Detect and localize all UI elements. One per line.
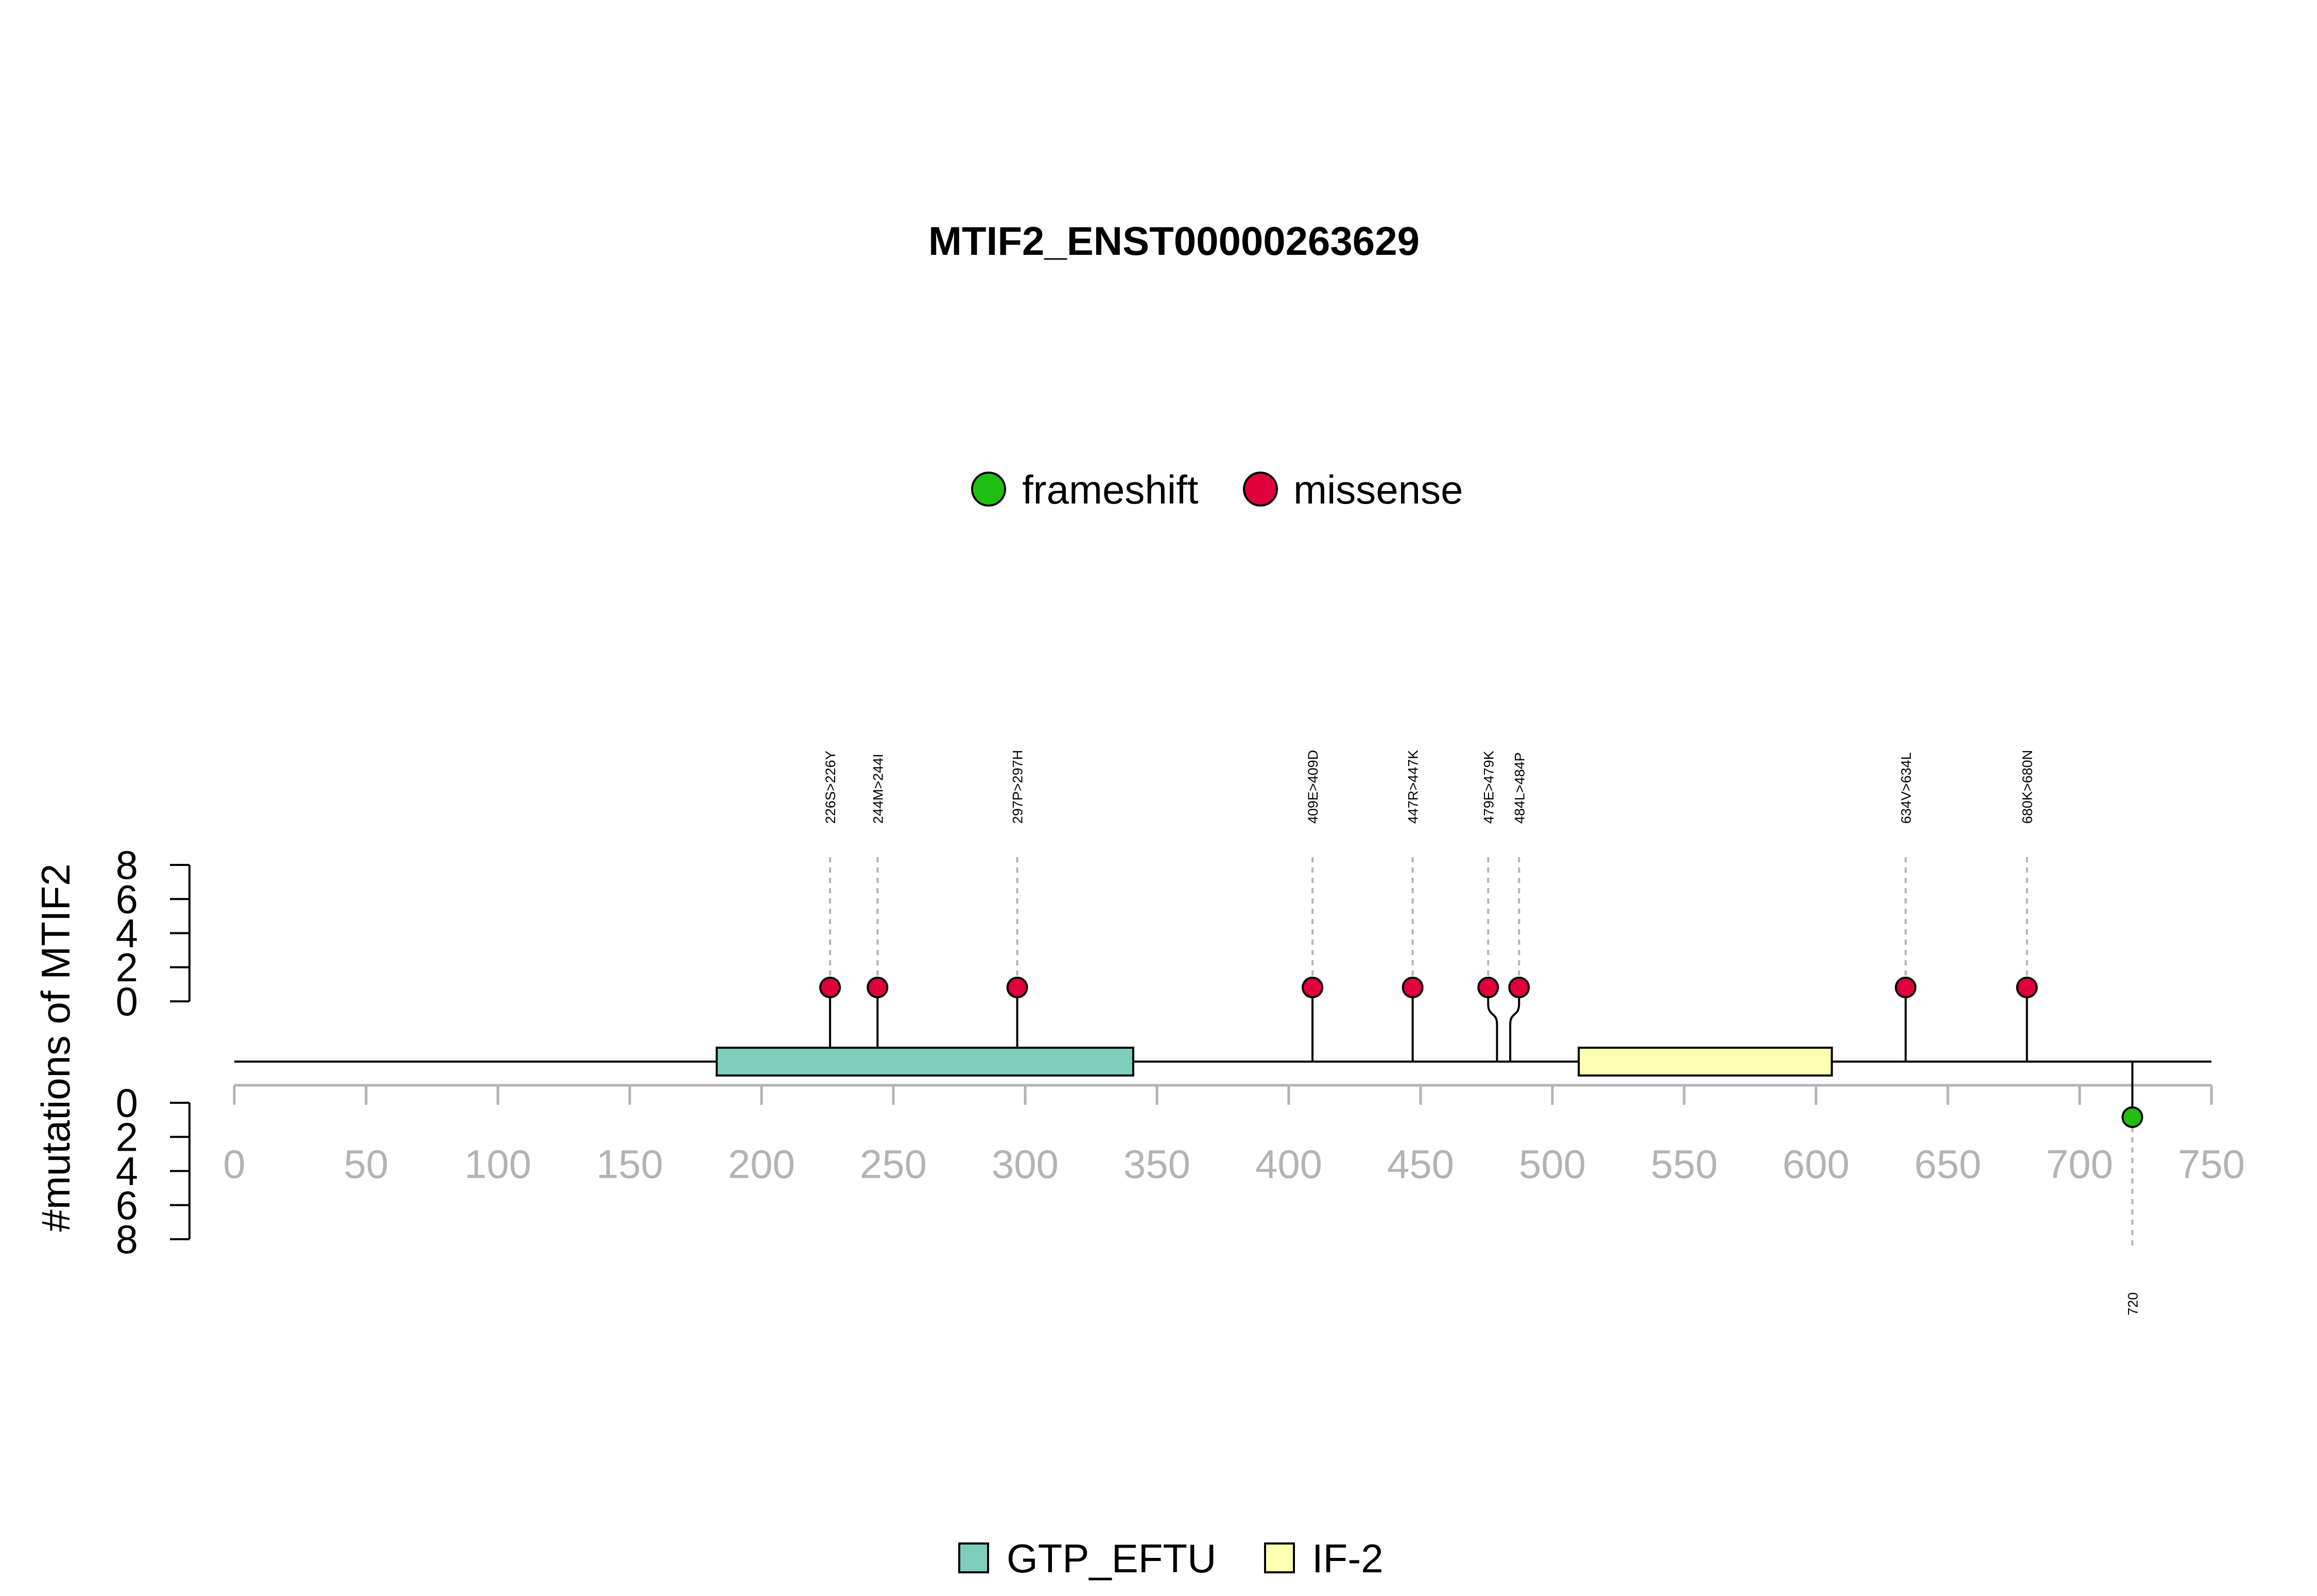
x-axis: 0 50 100 150 200 250 300 350 400 450 500 550 600 650 7…: [223, 1084, 2245, 1187]
mutation-legend: frameshift missense: [971, 467, 1463, 512]
mutation-label: 244M>244I: [870, 754, 886, 824]
y-axis-bottom-tick-label: 2: [116, 1114, 138, 1159]
mutation-point: [1895, 977, 1917, 998]
x-tick-label: 500: [1519, 1141, 1586, 1187]
mutation-point: [1508, 977, 1530, 998]
y-axis-bottom-tick-label: 6: [116, 1183, 138, 1228]
x-tick-label: 450: [1387, 1141, 1454, 1187]
x-tick-label: 650: [1914, 1141, 1981, 1187]
y-axis-label: #mutations of MTIF2: [33, 863, 78, 1231]
y-axis-top-tick-label: 6: [116, 876, 138, 922]
legend-label-IF-2: IF-2: [1312, 1536, 1384, 1581]
domain-legend: GTP_EFTU IF-2: [958, 1536, 1384, 1581]
x-tick-label: 750: [2178, 1141, 2245, 1187]
x-tick-label: 350: [1123, 1141, 1190, 1187]
domain-GTP_EFTU: [715, 1047, 1134, 1077]
mutation-point: [2016, 977, 2038, 998]
mutation-label: 720: [2125, 1292, 2140, 1315]
lollipops-bottom: 720: [2121, 1062, 2143, 1315]
x-tick-label: 550: [1651, 1141, 1718, 1187]
mutation-point: [867, 977, 889, 998]
y-axis-bottom-tick-label: 4: [116, 1149, 138, 1194]
mutation-label: 484L>484P: [1512, 752, 1527, 824]
x-tick-label: 150: [596, 1141, 663, 1187]
y-axis-bottom-tick-label: 8: [116, 1217, 138, 1262]
mutation-label: 297P>297H: [1010, 750, 1026, 824]
x-tick-label: 100: [464, 1141, 531, 1187]
legend-box-IF-2: [1264, 1542, 1295, 1573]
x-tick-label: 400: [1255, 1141, 1322, 1187]
domain-IF-2: [1578, 1047, 1833, 1077]
y-axis-top-tick-label: 8: [116, 842, 138, 888]
x-tick-label: 700: [2046, 1141, 2113, 1187]
mutation-point: [1302, 977, 1324, 998]
lollipops-top: 226S>226Y 244M>244I 297P>297H 409E>409D 447R…: [819, 750, 2038, 1062]
mutation-label: 479E>479K: [1481, 751, 1496, 824]
legend-label-missense: missense: [1293, 467, 1463, 512]
mutation-label: 447R>447K: [1406, 750, 1421, 824]
x-tick-label: 250: [860, 1141, 927, 1187]
mutation-label: 634V>634L: [1898, 752, 1914, 824]
x-tick-label: 50: [344, 1141, 389, 1187]
y-axis-top-tick-label: 4: [116, 911, 138, 956]
protein-backbone: [234, 1047, 2211, 1077]
y-axis-top-tick-label: 2: [116, 945, 138, 990]
y-axis-top-tick-label: 0: [116, 979, 138, 1024]
legend-marker-missense: [1243, 472, 1278, 507]
mutation-label: 226S>226Y: [823, 751, 838, 824]
legend-label-GTP_EFTU: GTP_EFTU: [1007, 1536, 1216, 1581]
mutation-label: 680K>680N: [2020, 750, 2035, 824]
mutation-point: [1006, 977, 1028, 998]
legend-marker-frameshift: [971, 472, 1006, 507]
y-axis-bottom-tick-label: 0: [116, 1080, 138, 1125]
legend-label-frameshift: frameshift: [1022, 467, 1199, 512]
x-tick-label: 300: [992, 1141, 1059, 1187]
x-tick-label: 200: [728, 1141, 795, 1187]
x-tick-label: 0: [223, 1141, 245, 1187]
mutation-point: [2121, 1106, 2143, 1128]
x-tick-label: 600: [1783, 1141, 1849, 1187]
mutation-stem: [1509, 987, 1520, 1062]
mutation-point: [1402, 977, 1424, 998]
chart-title: MTIF2_ENST00000263629: [928, 218, 1420, 264]
mutation-point: [819, 977, 841, 998]
legend-box-GTP_EFTU: [958, 1542, 989, 1573]
mutation-stem: [1487, 987, 1498, 1062]
mutation-point: [1477, 977, 1499, 998]
mutation-label: 409E>409D: [1305, 750, 1321, 824]
